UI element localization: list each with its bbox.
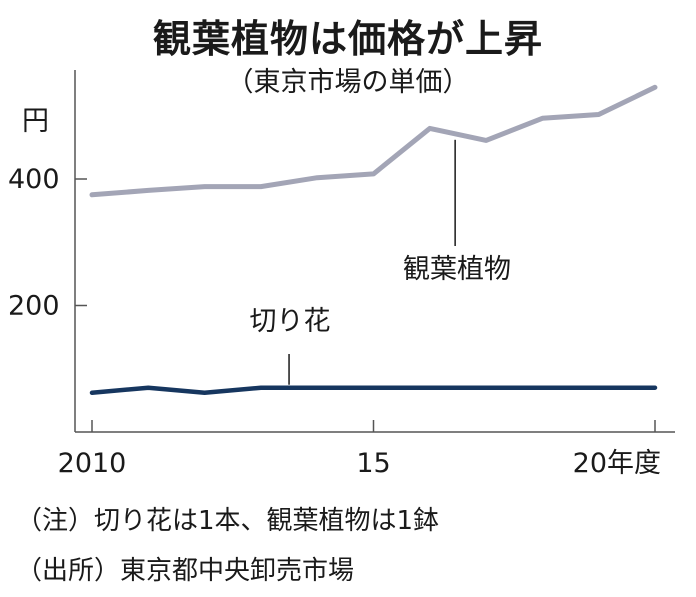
y-axis-label: 円 — [22, 106, 49, 137]
series-line-foliage-plants — [89, 84, 658, 198]
chart-title: 観葉植物は価格が上昇 — [152, 17, 543, 61]
x-tick-label: 20年度 — [573, 448, 661, 479]
y-ticks: 200 400 — [8, 164, 87, 322]
x-tick-label: 2010 — [58, 448, 127, 479]
footnote-unit: （注）切り花は1本、観葉植物は1鉢 — [16, 506, 440, 536]
series-label-foliage-plants: 観葉植物 — [403, 254, 511, 285]
chart-axes — [74, 70, 675, 433]
y-tick-label: 400 — [8, 164, 60, 195]
footnote-source: （出所）東京都中央卸売市場 — [16, 556, 355, 586]
y-tick-label: 200 — [8, 291, 60, 322]
x-tick-label: 15 — [356, 448, 390, 479]
series-group — [89, 84, 658, 396]
series-label-cut-flowers: 切り花 — [250, 306, 331, 337]
series-line-cut-flowers — [89, 385, 658, 396]
chart-subtitle: （東京市場の単価） — [226, 67, 470, 98]
x-ticks: 2010 15 20年度 — [58, 420, 661, 479]
